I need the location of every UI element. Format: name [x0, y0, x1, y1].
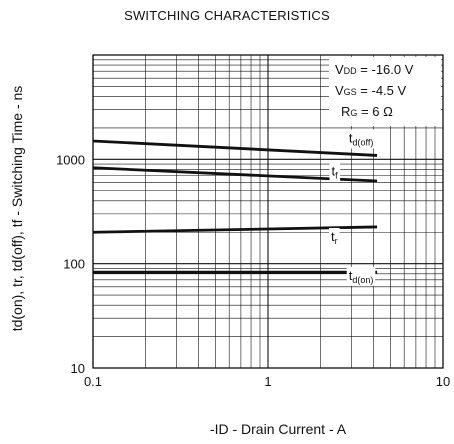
condition-dd: VDD = -16.0 V — [335, 62, 414, 77]
y-axis-label: td(on), tr, td(off), tf - Switching Time… — [9, 86, 25, 332]
conditions-box: VDD = -16.0 V VGS = -4.5 V RG = 6 Ω — [329, 57, 441, 126]
series-label-td-off: td(off) — [349, 130, 373, 147]
x-tick-label: 0.1 — [84, 374, 102, 389]
series-label-tr: tr — [331, 229, 338, 246]
series-label-bg — [329, 162, 341, 182]
series-labels: td(off) tf tr td(on) — [329, 129, 376, 286]
condition-g: RG = 6 Ω — [341, 104, 393, 119]
series-label-bg — [346, 129, 376, 149]
x-tick-labels: 0.1 1 10 — [84, 374, 450, 389]
plot-frame — [92, 54, 444, 369]
series-label-bg — [346, 266, 376, 286]
series-label-bg — [329, 227, 340, 247]
series-label-td-on: td(on) — [349, 268, 374, 285]
chart-title: SWITCHING CHARACTERISTICS — [124, 8, 330, 23]
series-lines — [92, 139, 378, 274]
x-axis-label: -ID - Drain Current - A — [210, 421, 347, 437]
series-label-tf: tf — [331, 163, 338, 180]
y-tick-label: 100 — [63, 257, 85, 272]
y-tick-labels: 10 100 1000 — [56, 152, 85, 376]
condition-gs: VGS = -4.5 V — [335, 83, 407, 98]
x-tick-label: 1 — [264, 374, 271, 389]
series-line-tdoff — [92, 139, 378, 157]
axis-labels: -ID - Drain Current - A td(on), tr, td(of… — [9, 86, 347, 437]
x-tick-label: 10 — [436, 374, 450, 389]
series-line-tr — [92, 225, 378, 234]
y-tick-label: 10 — [71, 361, 85, 376]
y-tick-label: 1000 — [56, 152, 85, 167]
conditions-background — [329, 57, 441, 126]
